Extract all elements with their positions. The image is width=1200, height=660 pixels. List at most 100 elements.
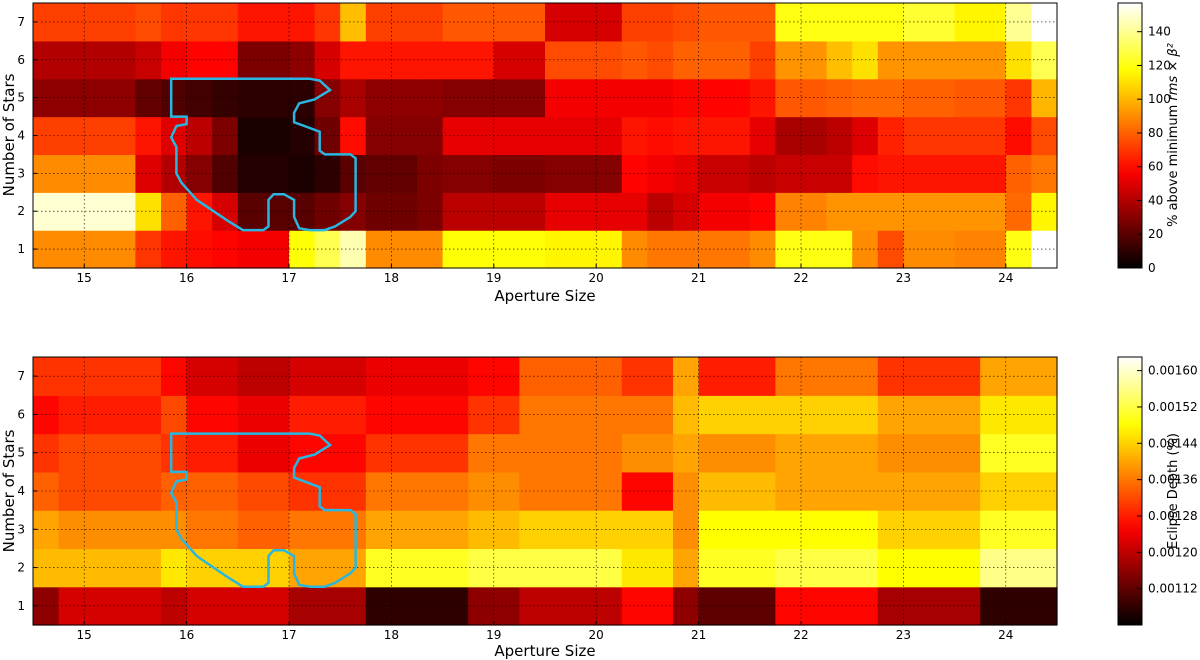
y-tick-label: 4 bbox=[17, 129, 25, 143]
heatmap-cell bbox=[58, 395, 162, 435]
colorbar-tick-label: 0.00152 bbox=[1148, 400, 1198, 414]
colorbar-tick-label: 0.00136 bbox=[1148, 473, 1198, 487]
heatmap-cell bbox=[442, 40, 495, 80]
x-tick-label: 18 bbox=[384, 271, 399, 285]
colorbar-tick-label: 80 bbox=[1148, 126, 1163, 140]
heatmap-cell bbox=[698, 586, 776, 626]
heatmap-cell bbox=[954, 40, 1007, 80]
heatmap-cell bbox=[826, 230, 853, 269]
heatmap-cell bbox=[519, 395, 623, 435]
heatmap-cell bbox=[161, 548, 188, 588]
heatmap-cell bbox=[237, 40, 290, 80]
heatmap-cell bbox=[493, 40, 546, 80]
x-tick-label: 20 bbox=[589, 271, 604, 285]
heatmap-cell bbox=[980, 548, 1058, 588]
x-tick-label: 22 bbox=[793, 628, 808, 642]
heatmap-cell bbox=[545, 154, 623, 193]
heatmap-cell bbox=[673, 395, 700, 435]
heatmap-cell bbox=[775, 395, 879, 435]
heatmap-cell bbox=[468, 395, 520, 435]
bottom-y-ticks: 1 2 3 4 5 6 7 bbox=[17, 369, 37, 613]
x-tick-label: 21 bbox=[691, 271, 706, 285]
bottom-colorbar: 0.00112 0.00120 0.00128 0.00136 0.00144 0.001… bbox=[1117, 356, 1198, 626]
heatmap-cell bbox=[519, 586, 623, 626]
y-tick-label: 3 bbox=[17, 166, 25, 180]
heatmap-cell bbox=[877, 586, 981, 626]
heatmap-cell bbox=[365, 357, 469, 396]
y-tick-label: 4 bbox=[17, 484, 25, 498]
heatmap-cell bbox=[698, 357, 776, 396]
heatmap-cell bbox=[237, 548, 290, 588]
heatmap-cell bbox=[289, 433, 367, 473]
heatmap-cell bbox=[903, 40, 956, 80]
heatmap-cell bbox=[749, 40, 776, 80]
heatmap-cell bbox=[673, 40, 700, 80]
heatmap-cell bbox=[519, 548, 623, 588]
bottom-grid bbox=[33, 357, 1057, 625]
heatmap-cell bbox=[417, 40, 444, 80]
colorbar-tick-label: 0.00120 bbox=[1148, 545, 1198, 559]
heatmap-cell bbox=[340, 40, 367, 80]
heatmap-cell bbox=[58, 586, 162, 626]
top-colorbar-label: % above minimum rms × β² bbox=[1166, 43, 1181, 227]
heatmap-cell bbox=[826, 154, 853, 193]
colorbar-tick-label: 0.00144 bbox=[1148, 436, 1198, 450]
bottom-heatmap-cells bbox=[33, 357, 1058, 626]
heatmap-cell bbox=[33, 192, 136, 231]
heatmap-cell bbox=[33, 116, 136, 156]
heatmap-cell bbox=[186, 192, 213, 231]
heatmap-cell bbox=[186, 40, 213, 80]
heatmap-cell bbox=[852, 40, 879, 80]
bottom-region-outline bbox=[169, 432, 357, 588]
heatmap-cell bbox=[186, 357, 239, 396]
heatmap-cell bbox=[826, 40, 853, 80]
heatmap-cell bbox=[1005, 40, 1032, 80]
heatmap-cell bbox=[1031, 40, 1058, 80]
heatmap-cell bbox=[186, 586, 239, 626]
x-tick-label: 16 bbox=[179, 271, 194, 285]
heatmap-cell bbox=[468, 357, 520, 396]
heatmap-cell bbox=[58, 548, 162, 588]
colorbar-gradient bbox=[1117, 2, 1143, 269]
heatmap-cell bbox=[289, 395, 367, 435]
heatmap-cell bbox=[519, 471, 623, 511]
top-x-ticks: 15 16 17 18 19 20 21 22 23 24 bbox=[77, 264, 1013, 285]
x-tick-label: 20 bbox=[589, 628, 604, 642]
x-tick-label: 24 bbox=[998, 628, 1013, 642]
heatmap-cell bbox=[698, 548, 776, 588]
x-tick-label: 19 bbox=[486, 271, 501, 285]
heatmap-cell bbox=[621, 548, 674, 588]
top-heatmap-cells bbox=[33, 3, 1058, 269]
heatmap-cell bbox=[468, 586, 520, 626]
y-tick-label: 7 bbox=[17, 369, 25, 383]
heatmap-cell bbox=[673, 548, 700, 588]
y-tick-label: 7 bbox=[17, 15, 25, 29]
x-tick-label: 18 bbox=[384, 628, 399, 642]
colorbar-tick-label: 0.00160 bbox=[1148, 364, 1198, 378]
heatmap-cell bbox=[314, 40, 341, 80]
colorbar-tick-label: 60 bbox=[1148, 160, 1163, 174]
top-x-axis-label: Aperture Size bbox=[494, 287, 595, 305]
x-tick-label: 16 bbox=[179, 628, 194, 642]
x-tick-label: 19 bbox=[486, 628, 501, 642]
bottom-x-axis-label: Aperture Size bbox=[494, 642, 595, 660]
heatmap-cell bbox=[621, 40, 648, 80]
heatmap-cell bbox=[161, 586, 188, 626]
heatmap-cell bbox=[775, 471, 879, 511]
x-tick-label: 17 bbox=[281, 271, 296, 285]
heatmap-cell bbox=[33, 548, 60, 588]
heatmap-cell bbox=[775, 40, 828, 80]
heatmap-cell bbox=[621, 357, 674, 396]
heatmap-cell bbox=[877, 548, 981, 588]
y-tick-label: 6 bbox=[17, 407, 25, 421]
heatmap-cell bbox=[186, 395, 239, 435]
heatmap-cell bbox=[621, 586, 674, 626]
heatmap-cell bbox=[545, 40, 623, 80]
colorbar-gradient bbox=[1117, 356, 1143, 626]
top-colorbar: 0 20 40 60 80 100 120 140 bbox=[1117, 2, 1171, 275]
heatmap-cell bbox=[365, 586, 469, 626]
y-tick-label: 6 bbox=[17, 53, 25, 67]
heatmap-cell bbox=[161, 357, 188, 396]
